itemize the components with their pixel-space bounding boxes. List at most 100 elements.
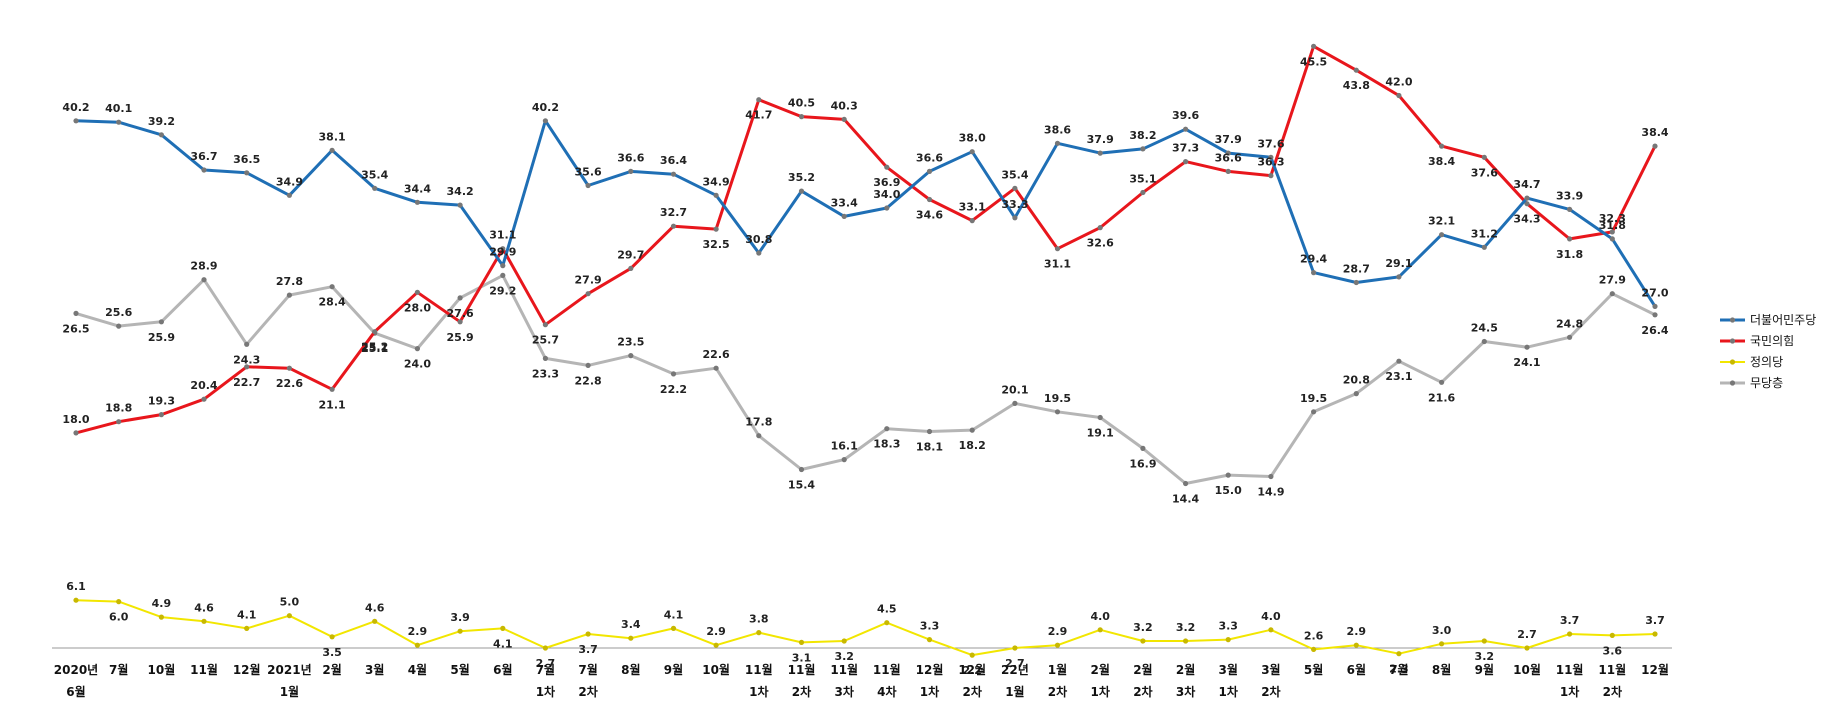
series-line-0 [75, 119, 1657, 308]
data-label: 2.9 [1347, 625, 1367, 638]
data-point [585, 362, 591, 368]
data-point [500, 263, 506, 269]
data-point [1311, 409, 1317, 415]
data-label: 4.1 [237, 608, 257, 621]
data-point [585, 631, 591, 637]
data-label: 36.3 [1257, 156, 1284, 169]
data-label: 3.9 [450, 611, 470, 624]
x-tick-label: 5월 [450, 662, 469, 677]
x-tick-label: 2월 [1176, 662, 1195, 677]
legend-label: 무당층 [1750, 376, 1783, 390]
data-point [1268, 154, 1274, 160]
data-label: 29.9 [489, 246, 516, 259]
data-point [1524, 195, 1530, 201]
data-label: 41.7 [745, 109, 772, 122]
data-label: 3.5 [322, 646, 342, 659]
data-point [585, 291, 591, 297]
series-layer [73, 43, 1658, 658]
x-tick-label: 2월 [1133, 662, 1152, 677]
data-point [1652, 143, 1658, 149]
data-point [1311, 270, 1317, 276]
x-tick-label: 1차 [749, 684, 768, 699]
data-label: 32.7 [660, 206, 687, 219]
data-point [286, 192, 292, 198]
data-point [841, 457, 847, 463]
data-point [1054, 140, 1061, 146]
x-tick-label: 10월 [702, 662, 730, 677]
data-point [457, 202, 463, 208]
data-point [1054, 246, 1061, 252]
data-label: 16.1 [831, 440, 858, 453]
data-label: 31.2 [1471, 227, 1498, 240]
data-label: 20.8 [1343, 374, 1370, 387]
data-point [713, 226, 719, 232]
data-label: 3.7 [1645, 614, 1665, 627]
legend-marker [1729, 338, 1736, 344]
data-label: 37.6 [1471, 166, 1498, 179]
data-point [628, 265, 634, 271]
data-point [244, 625, 250, 632]
x-tick-label: 4차 [877, 684, 896, 699]
data-label: 3.3 [920, 620, 940, 633]
x-tick-label: 6월 [1347, 662, 1366, 677]
data-label: 3.7 [1560, 614, 1580, 627]
data-point [798, 639, 805, 646]
data-point [158, 132, 164, 138]
x-tick-label: 11월 [745, 662, 773, 677]
data-point [372, 618, 378, 624]
data-label: 31.1 [1044, 258, 1071, 271]
data-label: 3.6 [1603, 644, 1623, 657]
data-label: 32.1 [1428, 215, 1455, 228]
data-label: 4.6 [365, 601, 385, 614]
data-label: 33.3 [1001, 198, 1028, 211]
data-point [1396, 274, 1402, 280]
x-tick-label: 6월 [493, 662, 512, 677]
data-point [1268, 173, 1274, 179]
data-point [1396, 358, 1402, 364]
data-point [1268, 627, 1274, 633]
data-point [116, 119, 122, 125]
data-label: 3.3 [1218, 620, 1238, 633]
data-label: 2.7 [536, 657, 556, 670]
data-label: 4.1 [493, 637, 513, 650]
data-point [158, 319, 164, 325]
data-label: 23.3 [532, 367, 559, 380]
data-label: 31.8 [1599, 219, 1626, 232]
data-label: 4.5 [877, 603, 897, 616]
data-label: 2.9 [1048, 625, 1068, 638]
data-label: 18.3 [873, 438, 900, 451]
data-label: 19.1 [1087, 427, 1114, 440]
data-point [1012, 400, 1018, 406]
data-point [756, 433, 762, 439]
data-point [1097, 627, 1103, 633]
data-label: 22.6 [703, 348, 730, 361]
data-label: 38.4 [1428, 155, 1455, 168]
data-point [542, 645, 549, 651]
data-point [1311, 646, 1317, 653]
data-label: 31.1 [489, 229, 516, 242]
data-point [1481, 638, 1487, 644]
data-point [713, 192, 719, 198]
data-point [1225, 168, 1231, 174]
data-point [1012, 645, 1018, 651]
data-point [201, 618, 207, 624]
data-label: 31.8 [1556, 248, 1583, 261]
data-label: 26.4 [1641, 324, 1668, 337]
data-label: 3.8 [749, 613, 769, 626]
data-label: 38.2 [1129, 129, 1156, 142]
data-point [713, 642, 719, 648]
x-tick-label: 11월 [190, 662, 218, 677]
data-point [542, 118, 549, 124]
data-point [372, 329, 378, 335]
data-label: 2.6 [1304, 629, 1324, 642]
x-tick-label: 2차 [1603, 684, 1622, 699]
data-label: 40.5 [788, 97, 815, 110]
data-point [1012, 185, 1018, 191]
data-label: 36.6 [617, 151, 644, 164]
data-point [585, 182, 591, 189]
data-label: 19.3 [148, 395, 175, 408]
data-point [670, 371, 677, 377]
data-point [670, 171, 677, 177]
x-tick-label: 7월 [578, 662, 597, 677]
